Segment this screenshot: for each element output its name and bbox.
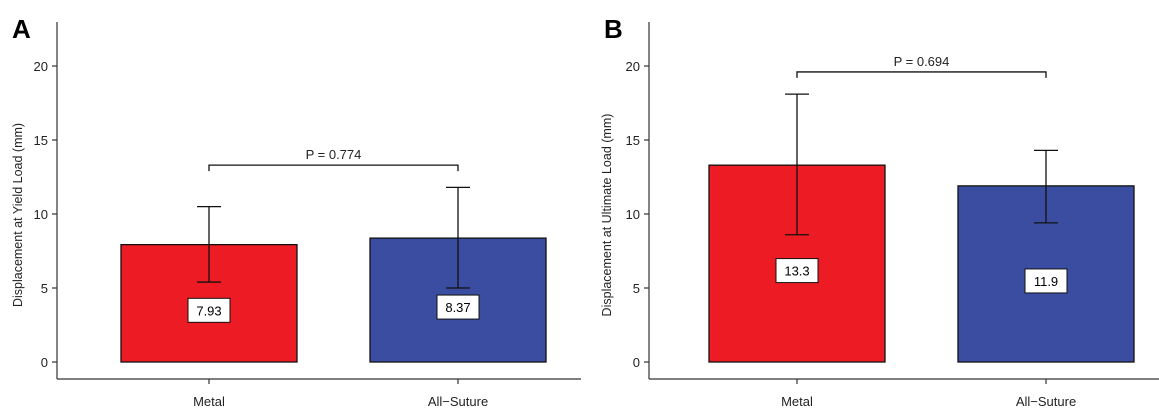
- panel-B: B 0 5 10 15 20 Displacement at Ultimate Load (…: [600, 14, 1159, 409]
- y-tick-label: 0: [41, 355, 48, 370]
- value-label: 7.93: [196, 303, 221, 318]
- p-value-label: P = 0.694: [894, 54, 950, 69]
- y-tick-label: 15: [626, 133, 640, 148]
- panel-letter: B: [604, 14, 623, 44]
- value-label-box: [436, 294, 480, 320]
- value-label-box: [775, 258, 819, 284]
- value-label: 11.9: [1034, 274, 1058, 289]
- category-label: Metal: [781, 394, 813, 409]
- panel-letter: A: [12, 14, 31, 44]
- y-tick-label: 5: [41, 281, 48, 296]
- y-tick-label: 15: [34, 133, 48, 148]
- p-value-label: P = 0.774: [306, 147, 362, 162]
- value-label-box: [1024, 268, 1068, 294]
- y-axis-title: Displacement at Yield Load (mm): [11, 123, 25, 307]
- panel-A: A 0 5 10 15 20 Displacement at Yield Load (mm)…: [11, 14, 581, 409]
- y-tick-label: 0: [633, 355, 640, 370]
- y-tick-label: 20: [626, 59, 640, 74]
- value-label-box: [187, 297, 231, 323]
- y-tick-label: 10: [626, 207, 640, 222]
- significance-bracket: [796, 71, 1047, 78]
- value-label: 13.3: [784, 264, 809, 279]
- category-label: Metal: [193, 394, 225, 409]
- y-tick-label: 10: [34, 207, 48, 222]
- significance-bracket: [208, 164, 459, 172]
- y-tick-label: 20: [34, 59, 48, 74]
- y-axis-title: Displacement at Ultimate Load (mm): [600, 114, 614, 317]
- category-label: All−Suture: [428, 394, 488, 409]
- y-tick-label: 5: [633, 281, 640, 296]
- category-label: All−Suture: [1016, 394, 1076, 409]
- value-label: 8.37: [445, 300, 470, 315]
